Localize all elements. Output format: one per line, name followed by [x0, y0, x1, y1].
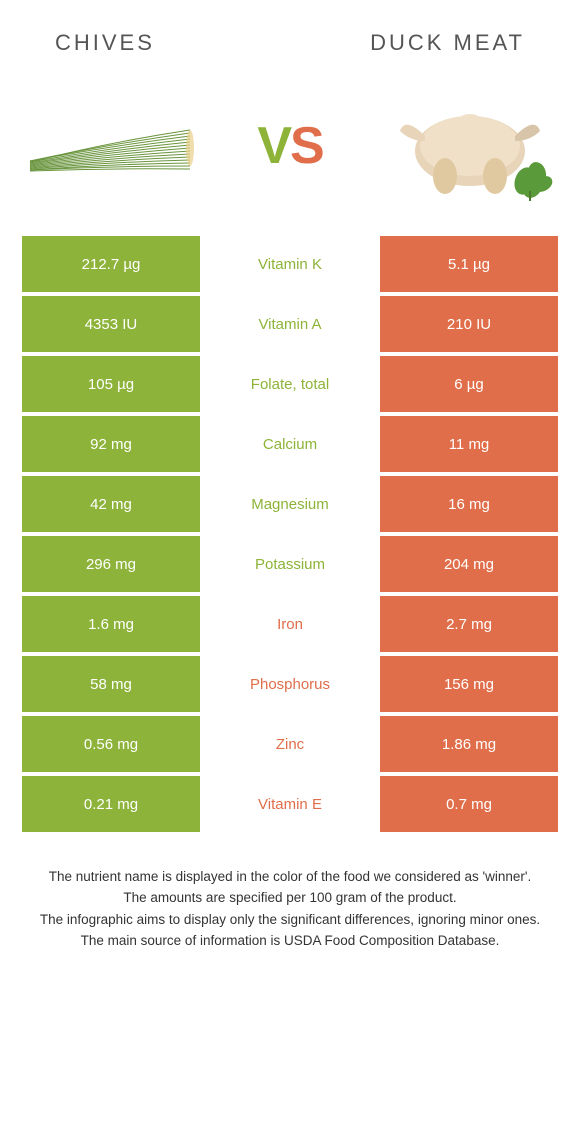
value-left: 1.6 mg — [22, 596, 200, 652]
footnote-line: The amounts are specified per 100 gram o… — [30, 888, 550, 908]
value-right: 6 µg — [380, 356, 558, 412]
header: CHIVES DUCK MEAT — [0, 0, 580, 66]
value-left: 42 mg — [22, 476, 200, 532]
value-right: 0.7 mg — [380, 776, 558, 832]
footnote-line: The nutrient name is displayed in the co… — [30, 867, 550, 887]
table-row: 0.56 mgZinc1.86 mg — [22, 716, 558, 772]
value-left: 58 mg — [22, 656, 200, 712]
nutrient-label: Folate, total — [200, 356, 380, 412]
title-left: CHIVES — [55, 30, 155, 56]
nutrient-label: Calcium — [200, 416, 380, 472]
footnote-line: The main source of information is USDA F… — [30, 931, 550, 951]
value-left: 0.21 mg — [22, 776, 200, 832]
chives-image — [20, 86, 200, 206]
vs-label: VS — [257, 116, 322, 176]
value-left: 105 µg — [22, 356, 200, 412]
nutrient-label: Vitamin K — [200, 236, 380, 292]
nutrient-label: Iron — [200, 596, 380, 652]
table-row: 1.6 mgIron2.7 mg — [22, 596, 558, 652]
value-left: 212.7 µg — [22, 236, 200, 292]
value-right: 16 mg — [380, 476, 558, 532]
value-left: 92 mg — [22, 416, 200, 472]
nutrient-label: Vitamin E — [200, 776, 380, 832]
footnote-line: The infographic aims to display only the… — [30, 910, 550, 930]
title-right: DUCK MEAT — [370, 30, 525, 56]
nutrient-label: Phosphorus — [200, 656, 380, 712]
nutrient-table: 212.7 µgVitamin K5.1 µg4353 IUVitamin A2… — [22, 236, 558, 832]
vs-v: V — [257, 117, 290, 175]
value-left: 296 mg — [22, 536, 200, 592]
table-row: 296 mgPotassium204 mg — [22, 536, 558, 592]
value-right: 11 mg — [380, 416, 558, 472]
vs-s: S — [290, 117, 323, 175]
value-right: 5.1 µg — [380, 236, 558, 292]
value-right: 1.86 mg — [380, 716, 558, 772]
value-right: 156 mg — [380, 656, 558, 712]
nutrient-label: Magnesium — [200, 476, 380, 532]
value-right: 210 IU — [380, 296, 558, 352]
table-row: 42 mgMagnesium16 mg — [22, 476, 558, 532]
table-row: 0.21 mgVitamin E0.7 mg — [22, 776, 558, 832]
nutrient-label: Zinc — [200, 716, 380, 772]
value-right: 2.7 mg — [380, 596, 558, 652]
value-right: 204 mg — [380, 536, 558, 592]
table-row: 4353 IUVitamin A210 IU — [22, 296, 558, 352]
table-row: 92 mgCalcium11 mg — [22, 416, 558, 472]
vs-row: VS — [0, 66, 580, 236]
table-row: 105 µgFolate, total6 µg — [22, 356, 558, 412]
duck-image — [380, 86, 560, 206]
value-left: 0.56 mg — [22, 716, 200, 772]
value-left: 4353 IU — [22, 296, 200, 352]
footnotes: The nutrient name is displayed in the co… — [30, 867, 550, 951]
nutrient-label: Potassium — [200, 536, 380, 592]
table-row: 58 mgPhosphorus156 mg — [22, 656, 558, 712]
nutrient-label: Vitamin A — [200, 296, 380, 352]
table-row: 212.7 µgVitamin K5.1 µg — [22, 236, 558, 292]
